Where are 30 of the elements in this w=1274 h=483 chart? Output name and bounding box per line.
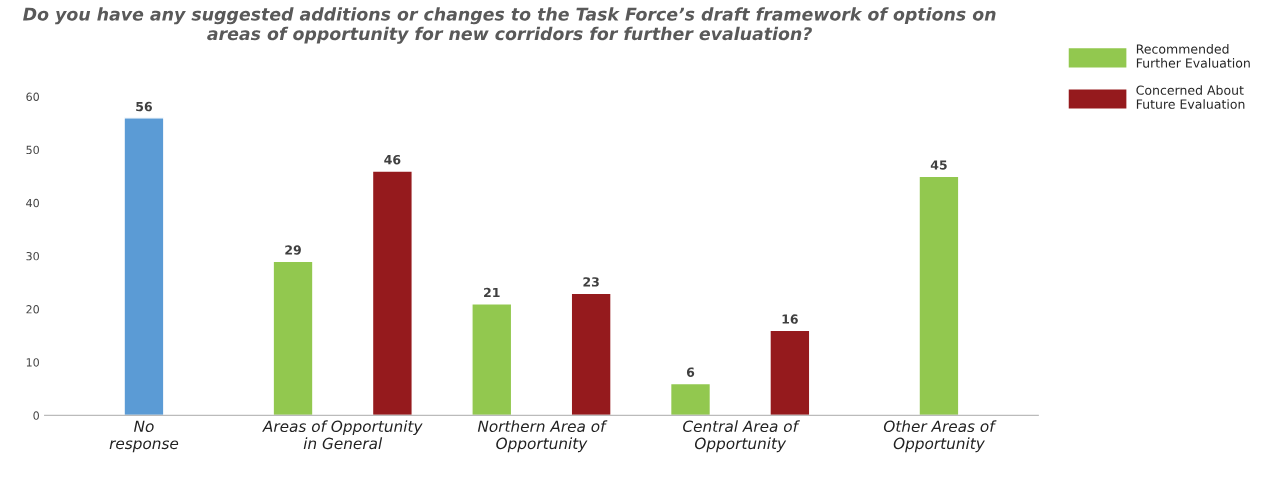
bar (769, 329, 811, 416)
bar (570, 292, 612, 416)
data-label: 16 (782, 314, 798, 324)
legend-label: Concerned About Future Evaluation (1136, 85, 1245, 109)
y-tick-label: 30 (26, 251, 39, 261)
x-tick-label: Central Area of Opportunity (683, 420, 800, 453)
y-tick-label: 0 (33, 411, 39, 420)
data-label: 46 (384, 154, 401, 165)
data-label: 45 (930, 160, 947, 170)
bar (669, 382, 712, 416)
chart-title: Do you have any suggested additions or changes to the Task Force’s draft framework of options on areas of opportunity for new corridors for further evaluation? (23, 7, 996, 44)
data-label: 21 (484, 287, 500, 298)
x-tick-label: Areas of Opportunity in General (262, 420, 423, 450)
bar (272, 260, 314, 416)
y-tick-label: 50 (26, 145, 39, 155)
x-tick-label: Northern Area of Opportunity (477, 420, 608, 453)
x-tick-label: Other Areas of Opportunity (883, 420, 997, 453)
bar (471, 303, 513, 416)
data-label: 29 (285, 245, 301, 255)
x-tick-label: No response (109, 420, 179, 453)
data-label: 6 (686, 367, 695, 377)
data-label: 23 (583, 277, 599, 287)
bar (123, 117, 165, 416)
y-tick-label: 40 (26, 198, 39, 208)
y-tick-label: 60 (26, 92, 39, 101)
legend-label: Recommended Further Evaluation (1136, 44, 1250, 68)
data-label: 56 (136, 101, 152, 112)
y-tick-label: 20 (26, 305, 39, 314)
bar (371, 170, 413, 416)
y-tick-label: 10 (26, 358, 39, 367)
